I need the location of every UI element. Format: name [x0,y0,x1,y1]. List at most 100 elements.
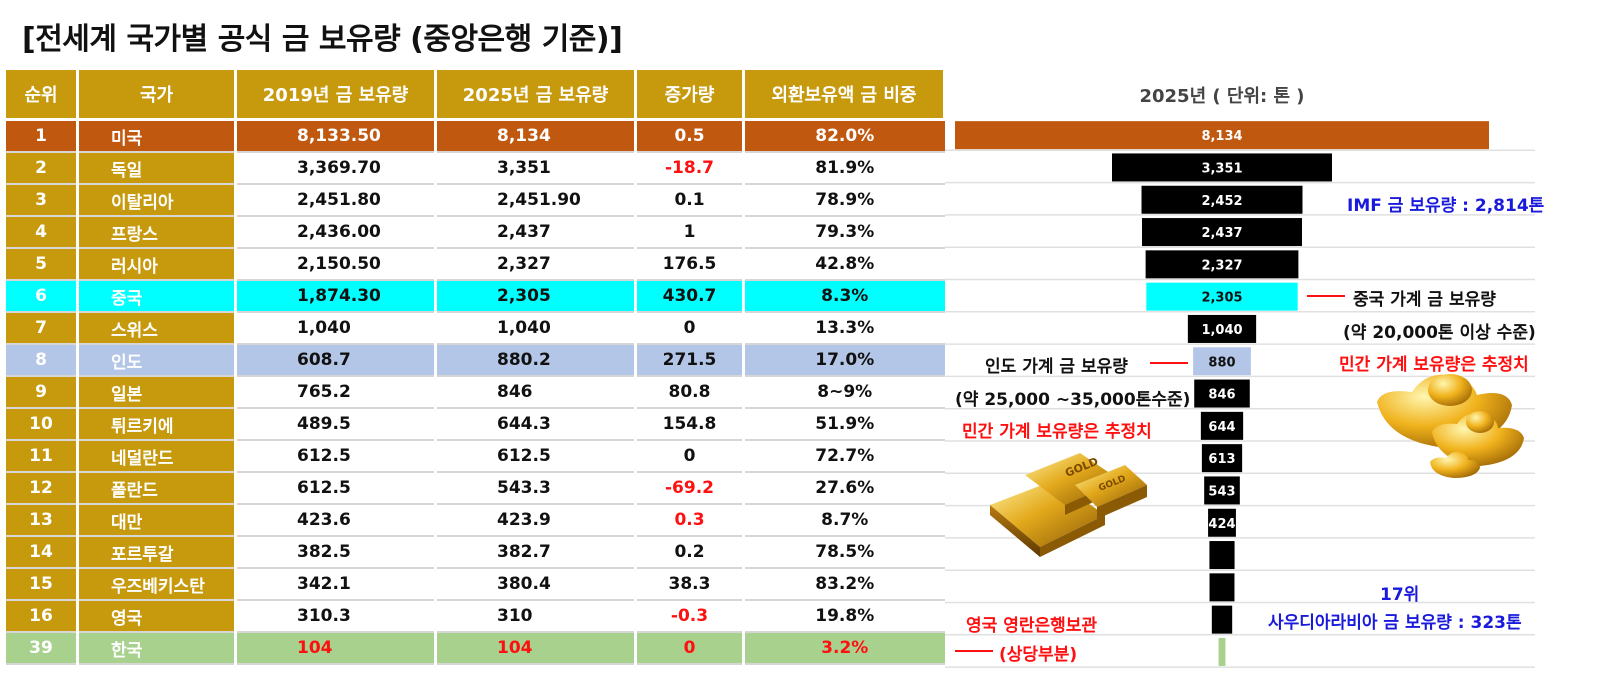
increase-cell: 1 [634,216,744,249]
china-estimate-annotation: (약 20,000톤 이상 수준) [1343,323,1536,343]
reserve-2019-cell: 612.5 [234,472,436,505]
bar-data-label: 424 [1208,517,1235,532]
column-header: 2025년 금 보유량 [434,67,637,121]
gold-share-cell: 27.6% [742,472,945,505]
country-cell: 포르투갈 [76,536,236,569]
gold-share-cell: 82.0% [742,119,945,153]
bar-프랑스 [1142,218,1302,247]
bar-영국 [1211,605,1233,634]
rank-cell: 11 [3,440,78,473]
increase-cell: 80.8 [634,376,744,409]
bar-data-label: 644 [1208,420,1235,435]
reserve-2025-cell: 423.9 [434,504,636,537]
table-row: 1 미국 8,133.50 8,134 0.5 82.0% [3,119,945,153]
bar-튀르키에 [1200,411,1244,440]
gold-share-cell: 78.5% [742,536,945,569]
reserve-2019-cell: 1,874.30 [234,280,436,313]
bar-우즈베키스탄 [1209,573,1235,602]
table-row: 39 한국 104 104 0 3.2% [3,632,945,665]
table-row: 4 프랑스 2,436.00 2,437 1 79.3% [3,216,945,249]
table-header-row: 순위 국가 2019년 금 보유량 2025년 금 보유량 증가량 외환보유액 금 비중 [3,67,946,121]
increase-cell: 430.7 [634,280,744,313]
bar-data-label: 880 [1208,355,1235,370]
rank-cell: 6 [3,280,78,313]
bar-data-label: 1,040 [1201,323,1242,338]
country-cell: 일본 [76,376,236,409]
table-row: 11 네덜란드 612.5 612.5 0 72.7% [3,440,945,473]
increase-cell: 0.1 [634,184,744,217]
saudi-annotation: 사우디아라비아 금 보유량 : 323톤 [1268,613,1522,633]
country-cell: 대만 [76,504,236,537]
bar-네덜란드 [1201,444,1243,473]
gold-share-cell: 19.8% [742,600,945,633]
increase-cell: 0 [634,440,744,473]
increase-cell: 0 [634,312,744,345]
country-cell: 러시아 [76,248,236,281]
country-cell: 우즈베키스탄 [76,568,236,601]
imf-annotation: IMF 금 보유량 : 2,814톤 [1347,196,1545,216]
gold-share-cell: 51.9% [742,408,945,441]
rank-cell: 1 [3,119,78,153]
bar-독일 [1112,153,1332,182]
bar-data-label: 846 [1208,388,1235,403]
reserve-2025-cell: 2,327 [434,248,636,281]
column-header: 국가 [76,67,237,121]
rank-cell: 3 [3,184,78,217]
column-header: 증가량 [634,67,745,121]
reserve-2025-cell: 8,134 [434,119,636,153]
increase-cell: -69.2 [634,472,744,505]
bar-data-label: 543 [1208,484,1235,499]
country-cell: 튀르키에 [76,408,236,441]
reserve-2019-cell: 489.5 [234,408,436,441]
rank-cell: 10 [3,408,78,441]
country-cell: 중국 [76,280,236,313]
bar-스위스 [1187,314,1257,343]
column-header: 2019년 금 보유량 [234,67,437,121]
gold-share-cell: 83.2% [742,568,945,601]
reserve-2019-cell: 765.2 [234,376,436,409]
reserve-2019-cell: 612.5 [234,440,436,473]
reserve-2019-cell: 104 [234,632,436,665]
reserve-2025-cell: 880.2 [434,344,636,377]
reserve-2019-cell: 423.6 [234,504,436,537]
chart-title: 2025년 ( 단위: 톤 ) [1139,86,1304,107]
bar-대만 [1208,508,1236,537]
gold-share-cell: 78.9% [742,184,945,217]
table-row: 3 이탈리아 2,451.80 2,451.90 0.1 78.9% [3,184,945,217]
gold-share-cell: 13.3% [742,312,945,345]
bar-인도 [1193,347,1251,376]
rank-cell: 13 [3,504,78,537]
country-cell: 한국 [76,632,236,665]
private-estimate-right: 민간 가계 보유량은 추정치 [1339,355,1529,375]
private-estimate-left: 민간 가계 보유량은 추정치 [962,422,1152,442]
country-cell: 인도 [76,344,236,377]
reserve-2019-cell: 1,040 [234,312,436,345]
reserve-2019-cell: 2,150.50 [234,248,436,281]
rank-cell: 14 [3,536,78,569]
table-row: 12 폴란드 612.5 543.3 -69.2 27.6% [3,472,945,505]
reserve-2019-cell: 310.3 [234,600,436,633]
reserve-2019-cell: 8,133.50 [234,119,436,153]
india-pointer-line [1150,362,1188,364]
increase-cell: 0 [634,632,744,665]
reserve-2025-cell: 1,040 [434,312,636,345]
bar-중국 [1146,282,1298,311]
table-row: 7 스위스 1,040 1,040 0 13.3% [3,312,945,345]
reserve-2025-cell: 380.4 [434,568,636,601]
rank-cell: 7 [3,312,78,345]
reserve-2025-cell: 2,451.90 [434,184,636,217]
table-row: 8 인도 608.7 880.2 271.5 17.0% [3,344,945,377]
reserve-2019-cell: 342.1 [234,568,436,601]
reserve-2019-cell: 2,436.00 [234,216,436,249]
country-cell: 네덜란드 [76,440,236,473]
india-estimate-annotation: (약 25,000 ~35,000톤수준) [955,390,1191,410]
increase-cell: -18.7 [634,152,744,185]
reserve-2019-cell: 382.5 [234,536,436,569]
gold-share-cell: 3.2% [742,632,945,665]
bar-data-label: 2,305 [1201,291,1242,306]
table-row: 13 대만 423.6 423.9 0.3 8.7% [3,504,945,537]
chart-data-labels: 8,134 3,351 2,452 2,437 2,327 2,305 1,040 880 84… [1201,129,1242,532]
reserve-2019-cell: 2,451.80 [234,184,436,217]
bar-일본 [1194,379,1250,408]
